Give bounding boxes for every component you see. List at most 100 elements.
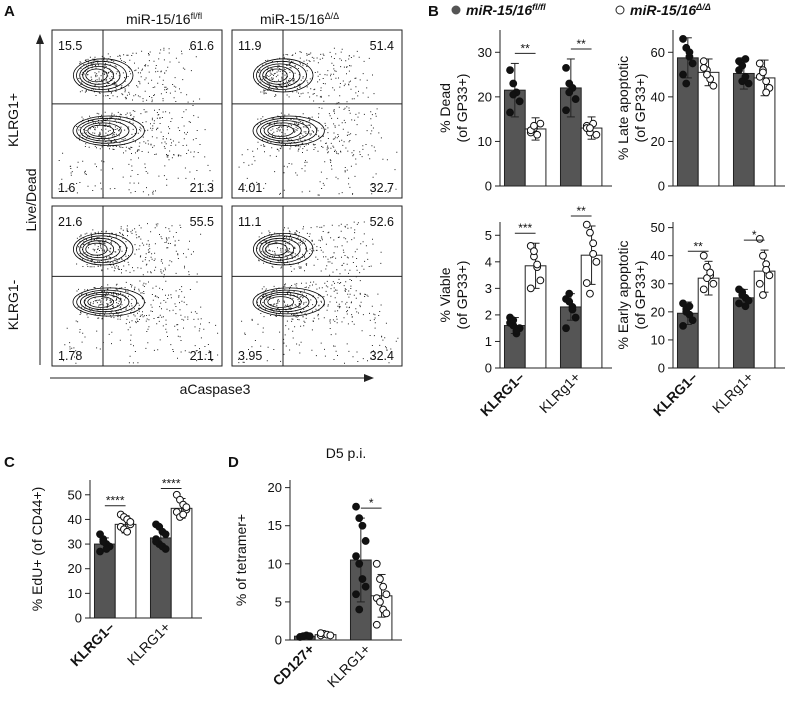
y-tick-label: 40 — [651, 89, 665, 104]
y-tick-label: 50 — [68, 487, 82, 502]
chart-late: 0 20 40 60% Late apoptotic(of GP33+) — [615, 30, 785, 194]
y-tick-label: 0 — [275, 633, 282, 648]
data-point — [376, 575, 384, 583]
data-point — [326, 631, 335, 640]
data-point — [571, 95, 580, 103]
data-point — [533, 130, 542, 139]
significance-label: ** — [521, 41, 531, 55]
flow-plot: 15.5 61.6 1.6 21.3 — [51, 29, 223, 199]
flow-plots: 15.5 61.6 1.6 21.3 11.9 51.4 4.01 32.7 21.6 55.5 1… — [51, 29, 403, 367]
flow-contour — [76, 60, 127, 90]
data-point — [592, 130, 601, 139]
y-tick-label: 0 — [75, 611, 82, 626]
flow-row-label-klrg1-neg: KLRG1- — [5, 279, 21, 330]
data-point — [744, 79, 753, 88]
flow-contour — [87, 296, 114, 308]
y-tick-label: 20 — [68, 561, 82, 576]
data-point — [679, 321, 687, 330]
flow-contour — [267, 296, 295, 308]
flow-contour — [82, 240, 115, 259]
data-point — [738, 77, 747, 86]
flow-col-title-1: miR-15/16fl/fl — [126, 11, 202, 27]
data-point — [735, 66, 743, 75]
data-point — [565, 297, 574, 306]
y-tick-label: 2 — [485, 307, 492, 322]
data-point — [679, 35, 687, 43]
data-point — [533, 260, 542, 269]
y-tick-label: 0 — [485, 179, 492, 194]
data-point — [759, 251, 767, 260]
chart-edu: 0 10 20 30 40 50 % EdU+ (of CD44+) KLRG1– **** KL… — [29, 476, 202, 669]
flow-x-label: aCaspase3 — [180, 381, 251, 397]
data-point — [530, 121, 538, 130]
bar — [170, 507, 193, 619]
data-point — [515, 97, 524, 106]
y-tick-label: 4 — [485, 254, 492, 269]
data-point — [372, 620, 381, 629]
data-point — [99, 537, 108, 546]
data-point — [755, 279, 764, 288]
data-point — [762, 88, 771, 97]
y-tick-label: 5 — [275, 594, 282, 609]
y-axis-label: % Late apoptotic(of GP33+) — [615, 56, 648, 160]
data-point — [361, 582, 370, 591]
data-point — [762, 77, 771, 86]
bar — [697, 71, 720, 187]
flow-plot-frame — [231, 205, 403, 367]
significance-label: *** — [518, 221, 532, 235]
significance-label: ** — [694, 239, 704, 253]
y-axis-label: % Dead(of GP33+) — [437, 74, 470, 143]
flow-plot: 11.1 52.6 3.95 32.4 — [231, 205, 403, 367]
flow-quadrant-ll: 4.01 — [238, 181, 262, 195]
data-point — [762, 265, 771, 274]
y-tick-label: 20 — [651, 304, 665, 319]
data-point — [562, 324, 570, 333]
data-point — [509, 316, 518, 325]
flow-contour — [262, 240, 295, 259]
y-tick-label: 40 — [651, 248, 665, 263]
flow-contour — [259, 63, 301, 88]
data-point — [741, 55, 750, 63]
bar — [93, 543, 116, 619]
data-point — [679, 70, 687, 79]
data-point — [316, 629, 325, 638]
y-tick-label: 40 — [68, 512, 82, 527]
x-tick-label: KLRg1+ — [536, 369, 583, 416]
data-point — [376, 598, 384, 606]
data-point — [759, 68, 767, 77]
x-tick-label: KLRG1+ — [324, 641, 374, 691]
y-tick-label: 20 — [268, 480, 282, 495]
data-point — [699, 63, 708, 72]
bar — [732, 72, 755, 187]
y-tick-label: 30 — [68, 537, 82, 552]
data-point — [688, 59, 697, 68]
data-point — [589, 249, 598, 258]
legend: miR-15/16fl/fl miR-15/16Δ/Δ — [451, 2, 711, 18]
data-point — [382, 590, 391, 599]
data-point — [582, 279, 591, 287]
data-point — [562, 106, 570, 115]
y-tick-label: 10 — [478, 134, 492, 149]
data-point — [706, 268, 715, 277]
data-point — [682, 79, 691, 88]
data-point — [582, 220, 591, 229]
data-point — [688, 316, 697, 325]
flow-contour — [79, 120, 130, 142]
data-point — [96, 547, 104, 556]
flow-contour — [267, 124, 295, 137]
data-point — [352, 590, 360, 599]
y-axis-label: % of tetramer+ — [233, 514, 249, 606]
flow-quadrant-ul: 11.1 — [238, 215, 261, 229]
data-point — [741, 302, 750, 311]
significance-label: ** — [577, 37, 587, 51]
flow-quadrant-ul: 11.9 — [238, 39, 261, 53]
data-point — [592, 257, 601, 266]
data-point — [586, 228, 594, 237]
data-point — [562, 63, 570, 72]
data-point — [565, 88, 574, 97]
y-tick-label: 3 — [485, 281, 492, 296]
y-tick-label: 0 — [485, 361, 492, 376]
flow-quadrant-ul: 21.6 — [58, 215, 82, 229]
y-tick-label: 10 — [651, 332, 665, 347]
data-point — [382, 609, 391, 618]
